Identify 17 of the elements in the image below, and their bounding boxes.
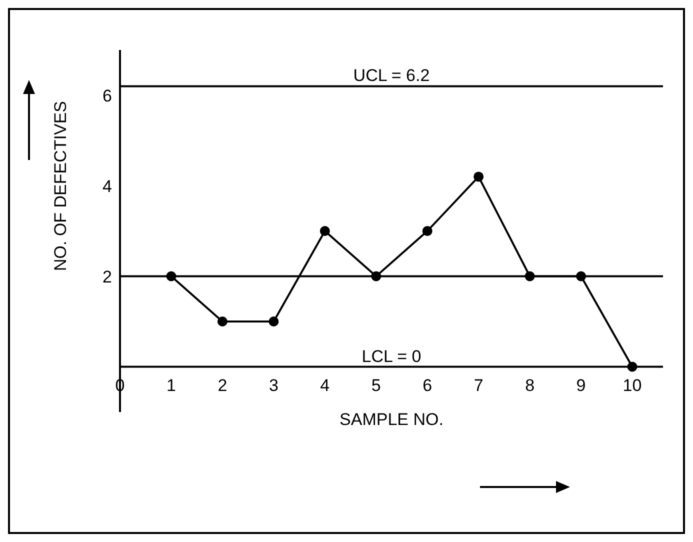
y-axis-title: NO. OF DEFECTIVES — [51, 100, 70, 271]
x-tick-label: 4 — [320, 376, 330, 395]
x-tick-label: 9 — [576, 376, 586, 395]
x-tick-label: 10 — [622, 376, 642, 395]
y-tick-label: 2 — [102, 267, 112, 286]
ref-line-label: LCL = 0 — [362, 346, 422, 366]
x-tick-label: 8 — [525, 376, 535, 395]
x-tick-label: 3 — [268, 376, 278, 395]
x-axis-title: SAMPLE NO. — [340, 410, 444, 429]
x-tick-label: 6 — [422, 376, 432, 395]
y-tick-label: 4 — [102, 176, 112, 196]
x-tick-label: 1 — [166, 376, 176, 395]
x-tick-label: 5 — [371, 376, 381, 395]
ref-line-label: UCL = 6.2 — [353, 66, 430, 86]
x-tick-label: 2 — [218, 376, 228, 395]
y-tick-label: 6 — [102, 86, 112, 106]
x-tick-label: 7 — [474, 376, 484, 395]
